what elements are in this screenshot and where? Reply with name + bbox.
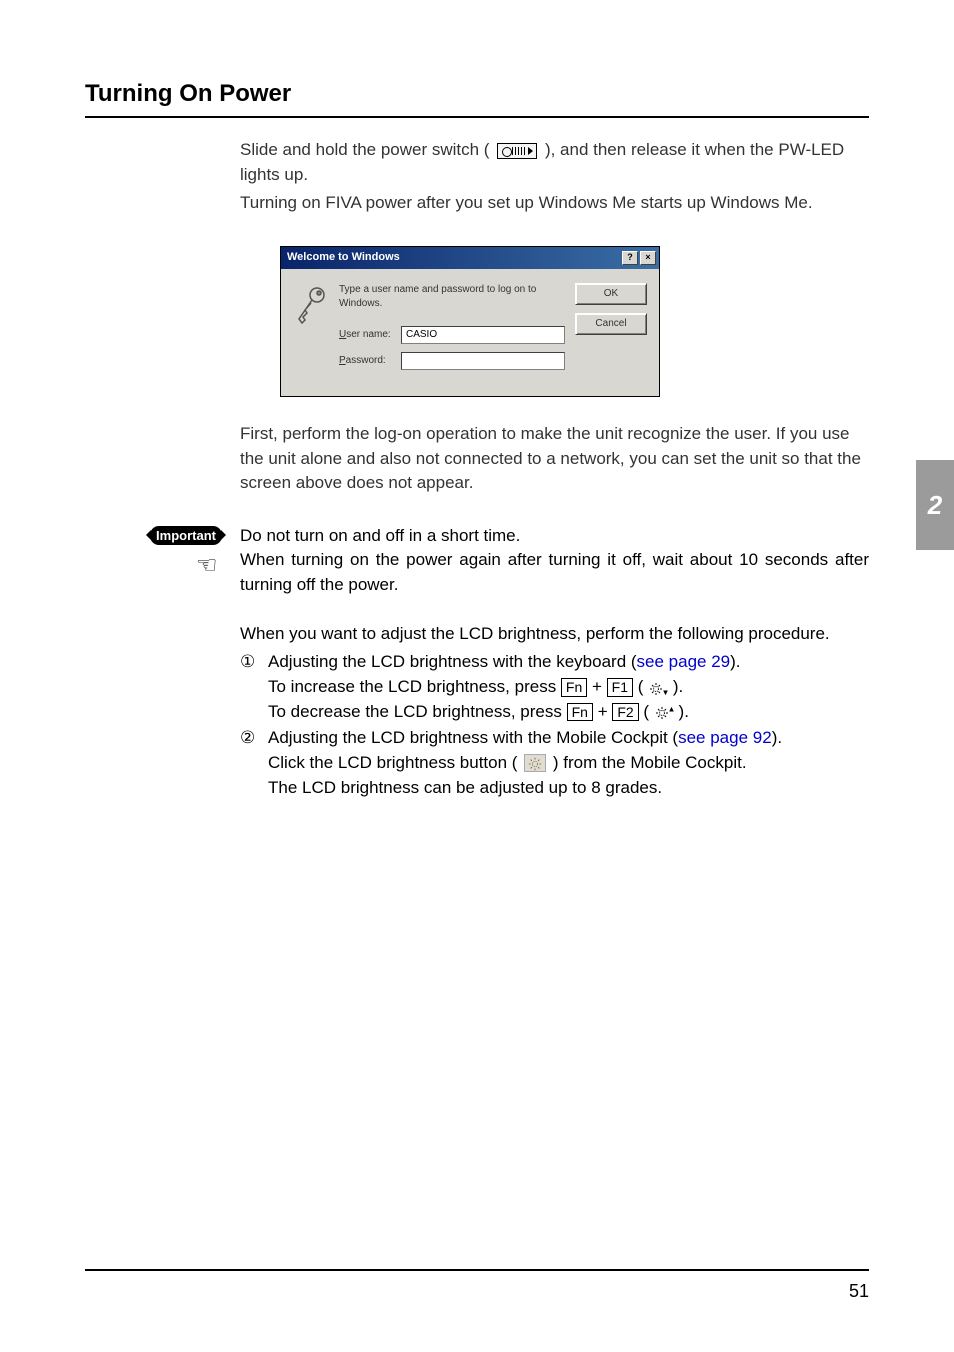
pointing-hand-icon: ☞: [196, 551, 218, 580]
item1-line3: To decrease the LCD brightness, press Fn…: [268, 700, 869, 725]
brightness-up-icon: [654, 704, 674, 720]
fn-key: Fn: [561, 678, 587, 697]
key-icon: [293, 283, 329, 378]
list-item: ① Adjusting the LCD brightness with the …: [240, 650, 869, 724]
lcd-brightness-button-icon: [524, 754, 546, 772]
list-item: ② Adjusting the LCD brightness with the …: [240, 726, 869, 800]
f1-key: F1: [607, 678, 633, 697]
numbered-list: ① Adjusting the LCD brightness with the …: [240, 650, 869, 800]
ok-button[interactable]: OK: [575, 283, 647, 305]
page-number: 51: [849, 1281, 869, 1301]
page-footer: 51: [85, 1269, 869, 1302]
item2-line2: Click the LCD brightness button ( ) from…: [268, 751, 869, 776]
brightness-intro: When you want to adjust the LCD brightne…: [240, 622, 869, 647]
item1-line2: To increase the LCD brightness, press Fn…: [268, 675, 869, 700]
password-label: Password:: [339, 354, 401, 369]
important-label: Important: [150, 526, 222, 545]
intro-para-1: Slide and hold the power switch ( ), and…: [240, 138, 869, 187]
section-title: Turning On Power: [85, 80, 869, 118]
page-29-link[interactable]: see page 29: [637, 652, 731, 671]
after-dialog-para: First, perform the log-on operation to m…: [240, 422, 869, 496]
item-marker-1: ①: [240, 650, 268, 724]
login-dialog-screenshot: Welcome to Windows ? × Type a user name …: [280, 246, 869, 397]
power-switch-icon: [497, 143, 537, 159]
fn-key: Fn: [567, 703, 593, 722]
username-label: User name:: [339, 328, 401, 343]
item2-line3: The LCD brightness can be adjusted up to…: [268, 776, 869, 801]
close-button[interactable]: ×: [640, 251, 656, 265]
f2-key: F2: [612, 703, 638, 722]
dialog-form: Type a user name and password to log on …: [339, 283, 565, 378]
username-input[interactable]: [401, 326, 565, 344]
item2-line1: Adjusting the LCD brightness with the Mo…: [268, 726, 869, 751]
item-marker-2: ②: [240, 726, 268, 800]
brightness-down-icon: [648, 680, 668, 696]
important-line-2: When turning on the power again after tu…: [240, 548, 869, 597]
dialog-titlebar: Welcome to Windows ? ×: [281, 247, 659, 269]
item1-line1: Adjusting the LCD brightness with the ke…: [268, 650, 869, 675]
intro-block: Slide and hold the power switch ( ), and…: [240, 138, 869, 496]
intro-para-2: Turning on FIVA power after you set up W…: [240, 191, 869, 216]
dialog-title: Welcome to Windows: [287, 250, 620, 266]
intro-text-1: Slide and hold the power switch (: [240, 140, 494, 159]
help-button[interactable]: ?: [622, 251, 638, 265]
cancel-button[interactable]: Cancel: [575, 313, 647, 335]
password-input[interactable]: [401, 352, 565, 370]
dialog-prompt: Type a user name and password to log on …: [339, 283, 565, 312]
important-block: Important ☞ Do not turn on and off in a …: [85, 524, 869, 802]
page-92-link[interactable]: see page 92: [678, 728, 772, 747]
welcome-dialog: Welcome to Windows ? × Type a user name …: [280, 246, 660, 397]
important-line-1: Do not turn on and off in a short time.: [240, 524, 869, 549]
chapter-tab: 2: [916, 460, 954, 550]
